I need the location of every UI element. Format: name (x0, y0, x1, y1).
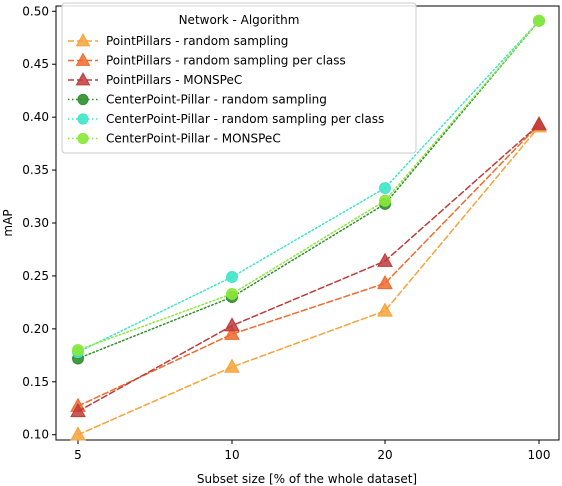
data-point (77, 132, 89, 145)
data-point (70, 426, 86, 441)
data-point (226, 287, 238, 300)
legend-label: PointPillars - random sampling per class (106, 54, 346, 68)
legend-label: PointPillars - random sampling (106, 34, 288, 48)
x-tick-label: 20 (377, 448, 392, 462)
y-tick-label: 0.10 (22, 428, 49, 442)
data-point (75, 33, 91, 47)
y-tick-label: 0.40 (22, 110, 49, 124)
y-tick-label: 0.15 (22, 375, 49, 389)
legend-entry: CenterPoint-Pillar - MONSPeC (68, 132, 281, 146)
series-line (77, 123, 540, 413)
data-point (75, 72, 91, 86)
x-axis: 5 10 20 100 (74, 440, 550, 462)
data-point (224, 358, 240, 373)
data-point (70, 403, 86, 418)
series (70, 116, 547, 412)
data-point (379, 182, 391, 195)
legend-title: Network - Algorithm (179, 13, 300, 27)
data-point (379, 194, 391, 207)
data-point (77, 93, 89, 106)
x-tick-label: 10 (224, 448, 239, 462)
series (70, 116, 547, 418)
legend-label: PointPillars - MONSPeC (106, 73, 242, 87)
y-tick-label: 0.45 (22, 57, 49, 71)
data-point (377, 252, 393, 267)
legend-entry: CenterPoint-Pillar - random sampling (68, 93, 327, 107)
y-tick-label: 0.25 (22, 269, 49, 283)
data-point (377, 274, 393, 290)
y-axis: 0.10 0.15 0.20 0.25 0.30 0.35 0.40 0.45 0.50 (22, 4, 56, 442)
y-axis-label: mAP (1, 209, 15, 236)
legend-label: CenterPoint-Pillar - random sampling (106, 93, 327, 107)
data-point (72, 344, 84, 356)
series-layer (70, 14, 547, 441)
data-point (226, 271, 238, 283)
data-point (224, 317, 240, 332)
legend-entry: PointPillars - MONSPeC (68, 72, 242, 87)
data-point (533, 14, 545, 27)
legend-entries: PointPillars - random sampling PointPilla… (68, 33, 384, 146)
series-line (77, 20, 540, 360)
legend-entry: CenterPoint-Pillar - random sampling per… (68, 112, 384, 126)
data-point (224, 325, 240, 340)
x-tick-label: 100 (528, 448, 551, 462)
series (70, 118, 547, 441)
y-tick-label: 0.50 (22, 4, 49, 18)
legend-entry: PointPillars - random sampling per class (68, 52, 346, 68)
y-tick-label: 0.35 (22, 163, 49, 177)
data-point (77, 113, 89, 125)
data-point (531, 116, 547, 131)
series-line (77, 20, 540, 353)
data-point (75, 52, 91, 66)
series (72, 14, 545, 356)
x-axis-label: Subset size [% of the whole dataset] (197, 472, 417, 486)
legend-entry: PointPillars - random sampling (68, 33, 288, 48)
legend: Network - Algorithm PointPillars - rando… (61, 2, 417, 154)
legend-label: CenterPoint-Pillar - MONSPeC (106, 132, 281, 146)
legend-label: CenterPoint-Pillar - random sampling per… (106, 112, 384, 126)
y-tick-label: 0.20 (22, 322, 49, 336)
series-line (77, 123, 540, 407)
legend-box (61, 2, 417, 154)
x-tick-label: 5 (74, 448, 82, 462)
data-point (377, 302, 393, 317)
series-line (77, 20, 540, 351)
series-line (77, 125, 540, 436)
y-tick-label: 0.30 (22, 216, 49, 230)
